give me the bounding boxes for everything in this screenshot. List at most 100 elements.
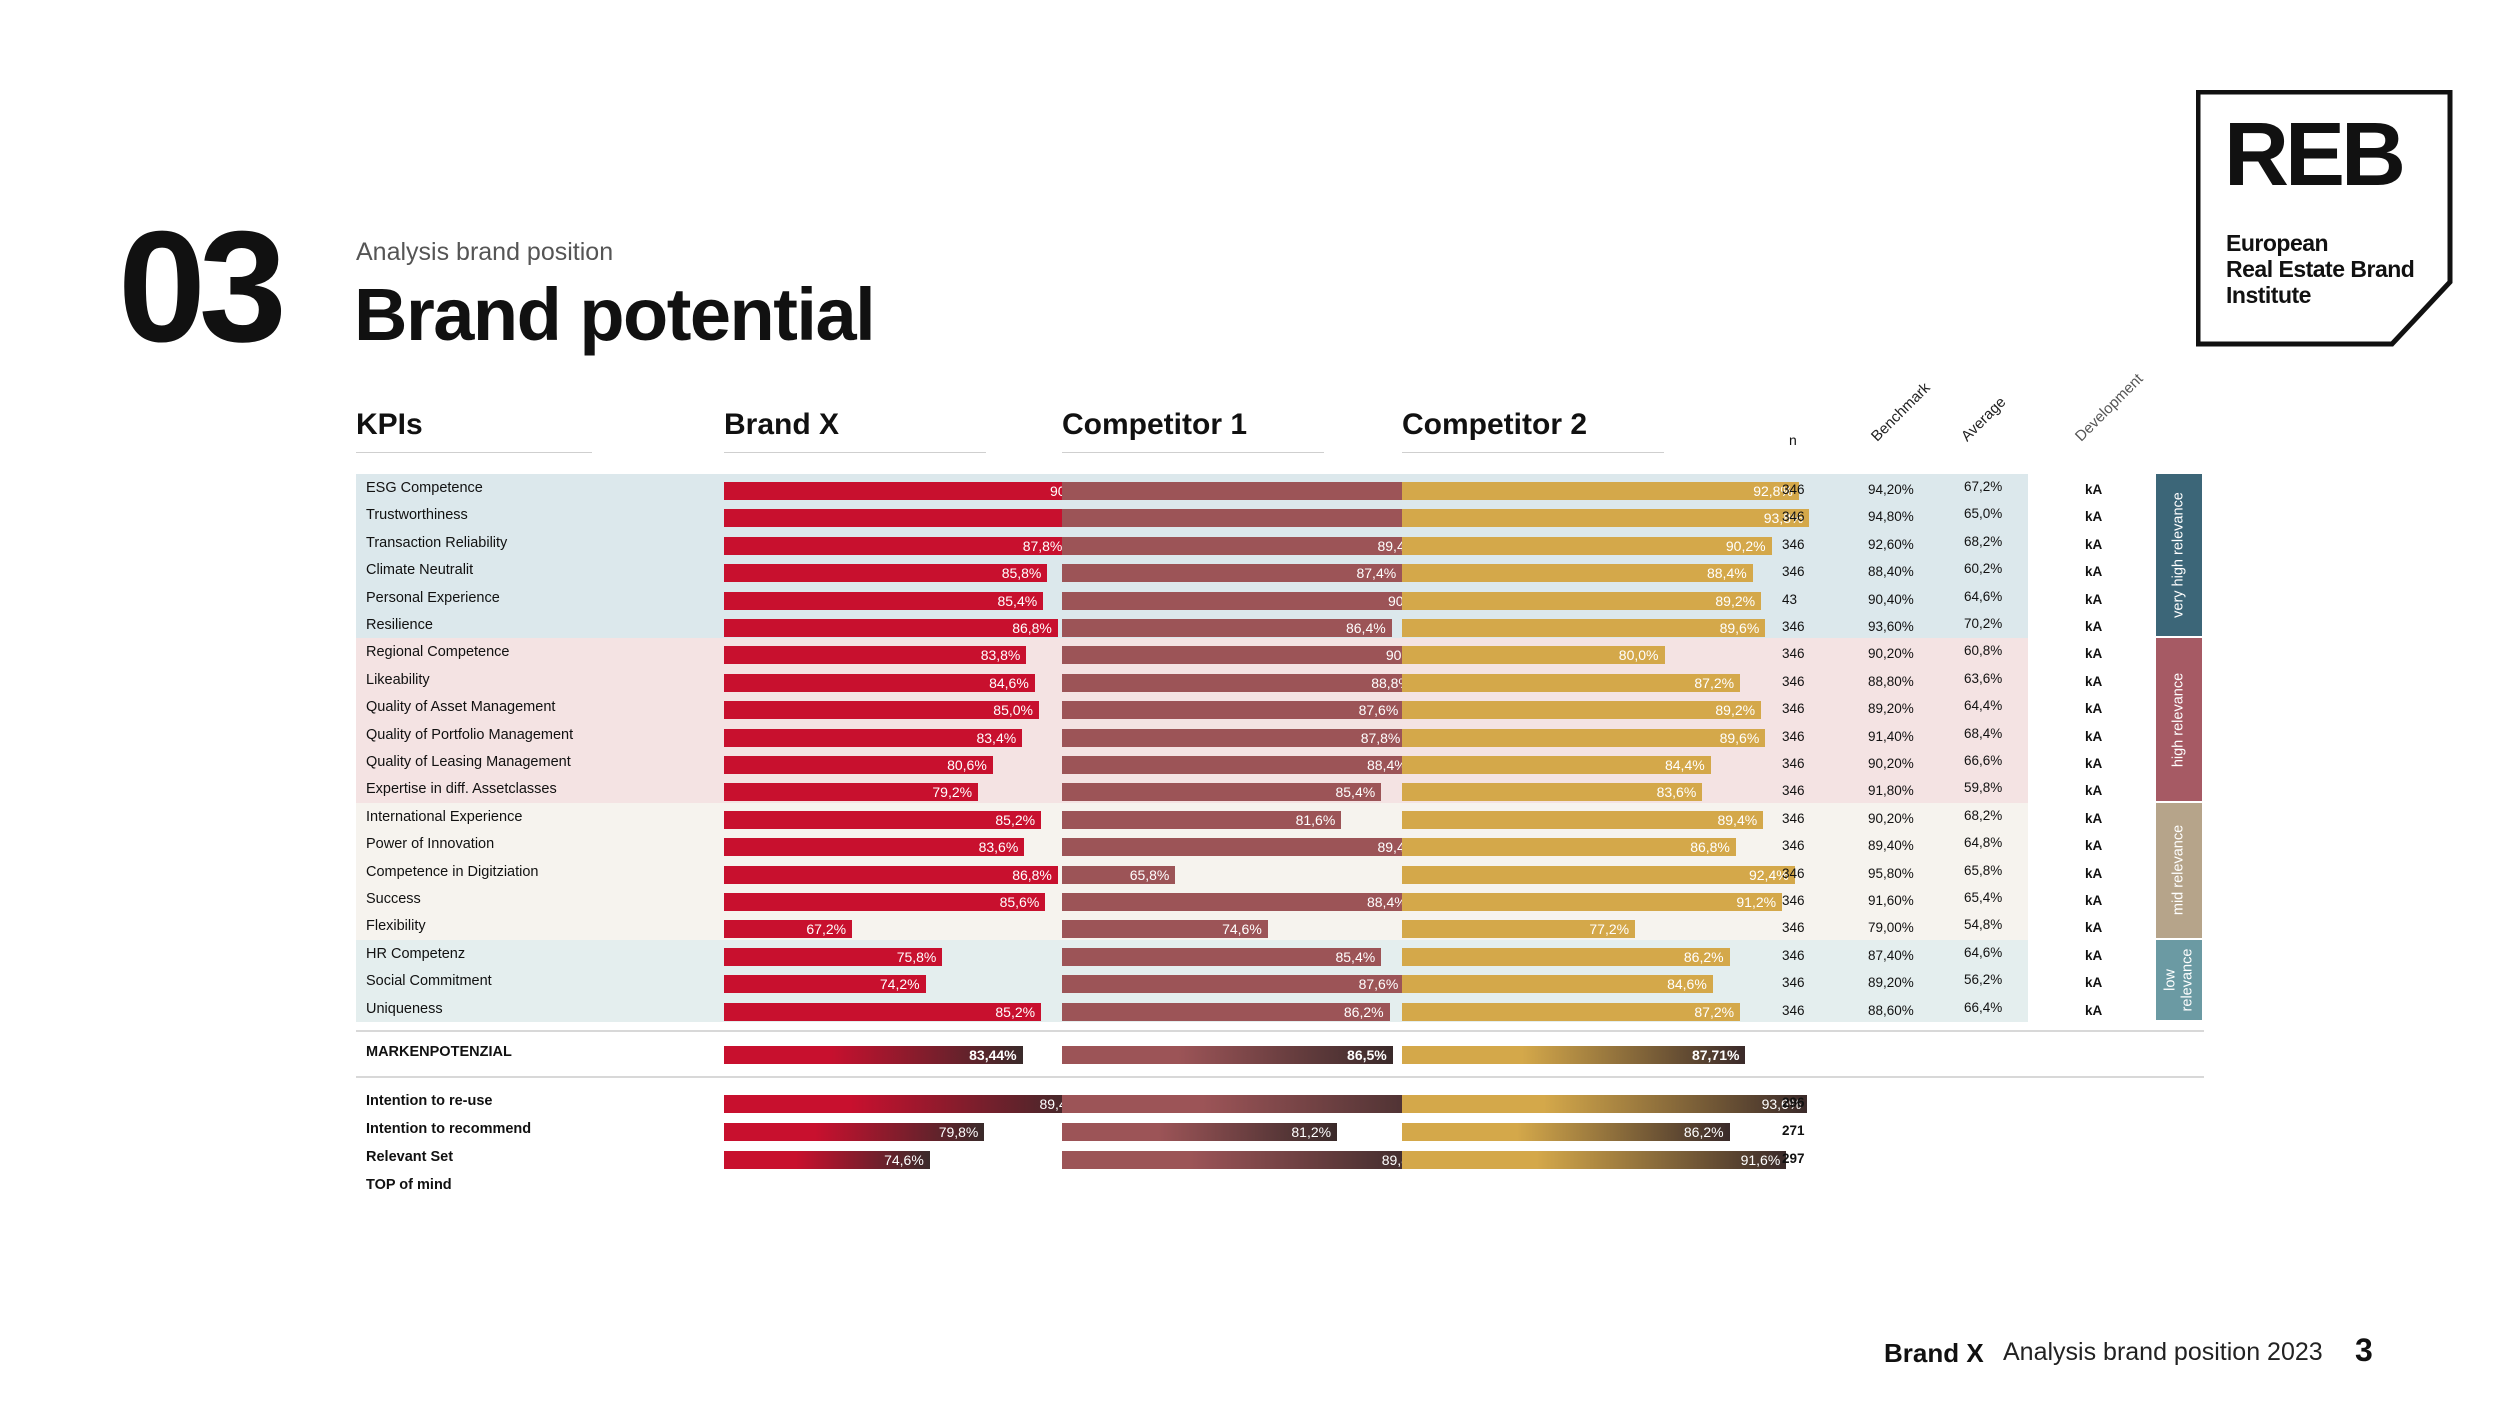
kpi-bar-c1: 81,6%: [1062, 810, 1342, 829]
kpi-label: Resilience: [366, 617, 433, 633]
intention-label: Relevant Set: [366, 1149, 454, 1165]
bar-value-label: 85,8%: [1001, 565, 1042, 582]
kpi-bar-c2: 77,2%: [1402, 920, 1636, 939]
bar-value-label: 87,6%: [1358, 976, 1399, 993]
benchmark-value: 91,60%: [1868, 893, 1914, 908]
development-value: kA: [2085, 756, 2103, 771]
kpi-bar-c2: 80,0%: [1402, 646, 1665, 665]
logo-mark: REB: [2224, 105, 2406, 205]
kpi-label: Success: [366, 891, 421, 907]
bar-value-label: 85,4%: [1335, 948, 1376, 965]
development-value: kA: [2085, 591, 2103, 607]
kpi-bar-c1: 65,8%: [1062, 865, 1176, 884]
intention-bar-brand_x: 74,6%: [724, 1151, 930, 1169]
kpi-bar-c2: 89,6%: [1402, 728, 1766, 747]
kpi-bar-brand_x: 84,6%: [724, 673, 1035, 692]
bar-value-label: 80,0%: [1618, 647, 1659, 664]
bar-value-label: 85,4%: [997, 592, 1038, 609]
section-number: 03: [118, 199, 287, 375]
benchmark-value: 90,20%: [1868, 810, 1914, 826]
benchmark-value: 88,80%: [1868, 673, 1914, 689]
kpi-bar-brand_x: 80,6%: [724, 756, 993, 774]
development-value: kA: [2085, 1002, 2103, 1018]
kpi-bar-brand_x: 85,6%: [724, 893, 1046, 911]
average-value: 60,8%: [1964, 643, 2003, 659]
intention-label: TOP of mind: [366, 1177, 452, 1193]
bar-value-label: 74,2%: [879, 976, 920, 993]
development-divider: [2030, 474, 2033, 1022]
bar-value-label: 79,8%: [938, 1124, 979, 1140]
average-value: 68,2%: [1964, 807, 2003, 823]
kpi-bar-brand_x: 83,8%: [724, 646, 1027, 665]
bar-value-label: 93,6%: [1761, 1096, 1802, 1112]
relevance-category-label: mid relevance: [2170, 825, 2187, 916]
kpi-bar-c2: 89,2%: [1402, 701, 1762, 720]
footer-brand: Brand X: [1884, 1338, 1984, 1368]
development-value: kA: [2085, 728, 2103, 744]
footer-text: Analysis brand position 2023: [2003, 1338, 2323, 1366]
bar-value-label: 89,2%: [1715, 592, 1756, 609]
average-value: 59,8%: [1964, 780, 2003, 796]
kpi-label: Quality of Portfolio Management: [366, 726, 574, 743]
kpi-bar-c1: 87,4%: [1062, 564, 1403, 583]
kpi-bar-c2: 91,2%: [1402, 893, 1783, 911]
bar-value-label: 89,2%: [1715, 702, 1756, 719]
bar-value-label: 89,6%: [1719, 620, 1760, 636]
kpi-label: HR Competenz: [366, 945, 466, 962]
benchmark-value: 91,40%: [1868, 728, 1914, 744]
kpi-bar-c1: 90,4%: [1062, 591, 1434, 610]
kpi-bar-c1: 88,4%: [1062, 756, 1413, 774]
n-value: 346: [1782, 838, 1805, 854]
bar-value-label: 84,6%: [1667, 976, 1707, 993]
benchmark-value: 92,60%: [1868, 536, 1914, 552]
kpi-label: International Experience: [366, 808, 523, 825]
n-value: 346: [1782, 509, 1805, 525]
relevance-category-label: very high relevance: [2170, 492, 2187, 619]
bar-value-label: 92,4%: [1748, 866, 1789, 883]
benchmark-value: 91,80%: [1868, 783, 1914, 799]
kpi-bar-brand_x: 67,2%: [724, 920, 853, 939]
average-value: 66,6%: [1964, 753, 2003, 768]
n-value: 346: [1782, 756, 1805, 771]
n-value: 346: [1782, 1002, 1805, 1018]
development-value: kA: [2085, 509, 2103, 525]
intention-bar-c2: 91,6%: [1402, 1151, 1787, 1169]
average-value: 64,8%: [1964, 835, 2003, 851]
relevance-category-tab: very high relevance: [2156, 474, 2202, 637]
column-header-competitor-2: Competitor 2: [1402, 408, 1664, 453]
bar-value-label: 87,8%: [1022, 537, 1063, 554]
average-value: 64,6%: [1964, 944, 2003, 960]
kpi-label: Quality of Asset Management: [366, 699, 556, 716]
kpi-bar-c2: 86,8%: [1402, 838, 1736, 857]
bar-value-label: 87,2%: [1694, 674, 1735, 691]
kpi-bar-c2: 90,2%: [1402, 536, 1772, 555]
bar-value-label: 85,0%: [993, 702, 1033, 719]
bar-value-label: 79,2%: [932, 784, 973, 801]
kpi-bar-brand_x: 75,8%: [724, 947, 943, 966]
kpi-label: Quality of Leasing Management: [366, 754, 571, 770]
bar-value-label: 86,8%: [1012, 620, 1052, 636]
kpi-bar-c2: 87,2%: [1402, 673, 1741, 692]
kpi-label: Expertise in diff. Assetclasses: [366, 781, 557, 798]
separator-line: [356, 1030, 2204, 1032]
bar-value-label: 88,4%: [1366, 894, 1407, 910]
n-value: 346: [1782, 701, 1805, 717]
intention-n-value: 271: [1782, 1123, 1805, 1138]
intention-n-value: 297: [1782, 1151, 1805, 1166]
development-value: kA: [2085, 619, 2103, 634]
separator-line: [356, 1076, 2204, 1078]
kpi-bar-brand_x: 85,2%: [724, 1002, 1042, 1021]
relevance-category-label: high relevance: [2170, 672, 2187, 767]
kpi-bar-c2: 84,4%: [1402, 756, 1711, 774]
relevance-category-tab: mid relevance: [2156, 802, 2202, 938]
average-value: 63,6%: [1964, 670, 2003, 686]
bar-value-label: 75,8%: [896, 948, 937, 965]
kpi-bar-c2: 89,6%: [1402, 619, 1766, 637]
intention-n-value: 296: [1782, 1095, 1805, 1110]
kpi-bar-c1: 85,4%: [1062, 783, 1382, 802]
kpi-label: Power of Innovation: [366, 836, 495, 853]
development-value: kA: [2085, 893, 2103, 908]
average-value: 67,2%: [1964, 479, 2003, 494]
bar-value-label: 86,2%: [1343, 1003, 1384, 1020]
bar-value-label: 77,2%: [1589, 921, 1630, 938]
